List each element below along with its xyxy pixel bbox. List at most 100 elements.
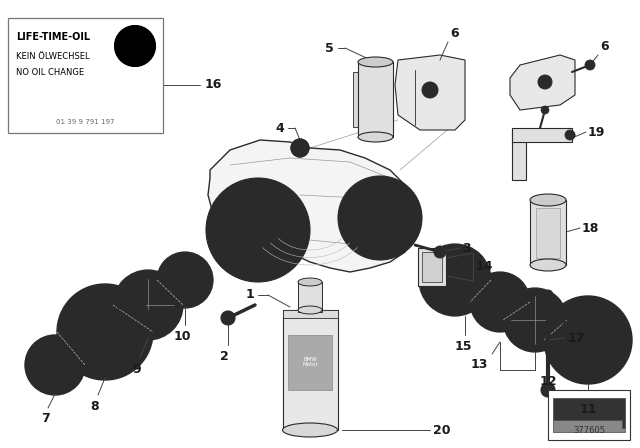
Circle shape: [240, 212, 276, 248]
Text: 18: 18: [582, 221, 600, 234]
Text: 16: 16: [205, 78, 222, 91]
Text: LIFE-TIME-OIL: LIFE-TIME-OIL: [16, 32, 90, 42]
Circle shape: [117, 355, 123, 361]
Circle shape: [57, 284, 153, 380]
Text: 4: 4: [275, 121, 284, 134]
Circle shape: [67, 294, 143, 370]
Circle shape: [563, 353, 569, 359]
Polygon shape: [553, 398, 625, 428]
Circle shape: [470, 272, 530, 332]
Circle shape: [478, 280, 522, 324]
Circle shape: [541, 383, 555, 397]
Text: 377605: 377605: [573, 426, 605, 435]
Circle shape: [554, 306, 622, 374]
Circle shape: [568, 320, 608, 360]
Circle shape: [563, 321, 569, 327]
Circle shape: [441, 266, 469, 294]
Ellipse shape: [530, 194, 566, 206]
Circle shape: [541, 106, 549, 114]
Bar: [512, 130, 526, 180]
Circle shape: [434, 246, 446, 258]
Circle shape: [117, 28, 152, 64]
Circle shape: [221, 311, 235, 325]
Wedge shape: [135, 29, 152, 46]
Circle shape: [87, 303, 93, 309]
Bar: [283, 310, 338, 430]
Bar: [353, 72, 363, 127]
Text: 10: 10: [173, 330, 191, 343]
Text: 1: 1: [245, 289, 254, 302]
Circle shape: [366, 204, 394, 232]
Circle shape: [422, 82, 438, 98]
Circle shape: [569, 132, 575, 138]
Text: 19: 19: [588, 125, 605, 138]
Ellipse shape: [298, 278, 322, 286]
Text: 14: 14: [476, 260, 493, 273]
Text: 9: 9: [132, 363, 141, 376]
Circle shape: [612, 337, 618, 343]
Text: BMW
Motor: BMW Motor: [302, 357, 318, 367]
Circle shape: [25, 335, 85, 395]
Bar: [530, 200, 566, 265]
Circle shape: [115, 26, 155, 66]
Circle shape: [593, 311, 599, 317]
Circle shape: [350, 188, 410, 248]
Ellipse shape: [298, 306, 322, 314]
Text: 20: 20: [433, 423, 451, 436]
Text: KEIN ÖLWECHSEL: KEIN ÖLWECHSEL: [16, 52, 90, 61]
Circle shape: [72, 329, 78, 335]
Text: 11: 11: [579, 403, 596, 416]
Circle shape: [585, 60, 595, 70]
Text: 3: 3: [462, 241, 470, 254]
Ellipse shape: [358, 132, 393, 142]
Circle shape: [578, 330, 598, 350]
Circle shape: [543, 290, 553, 300]
Circle shape: [428, 253, 482, 307]
Text: 01 39 9 791 197: 01 39 9 791 197: [56, 119, 115, 125]
Circle shape: [419, 244, 491, 316]
Text: 7: 7: [40, 412, 49, 425]
Circle shape: [165, 260, 205, 300]
Text: NO OIL CHANGE: NO OIL CHANGE: [16, 68, 84, 77]
Bar: [548, 390, 630, 440]
Circle shape: [117, 303, 123, 309]
Circle shape: [511, 296, 559, 344]
Bar: [536, 208, 560, 258]
Circle shape: [83, 310, 127, 354]
Circle shape: [33, 343, 77, 387]
Circle shape: [538, 75, 552, 89]
Circle shape: [157, 252, 213, 308]
Text: 17: 17: [568, 332, 586, 345]
Bar: [288, 335, 332, 390]
Circle shape: [593, 363, 599, 369]
Circle shape: [132, 329, 138, 335]
Circle shape: [291, 139, 309, 157]
Circle shape: [544, 296, 632, 384]
Circle shape: [93, 320, 117, 344]
Text: 5: 5: [325, 42, 334, 55]
Circle shape: [175, 270, 195, 290]
Text: 12: 12: [540, 375, 557, 388]
Circle shape: [113, 270, 183, 340]
Circle shape: [87, 355, 93, 361]
Polygon shape: [395, 55, 465, 130]
Ellipse shape: [358, 57, 393, 67]
Bar: [418, 248, 446, 286]
Text: 6: 6: [600, 40, 609, 53]
Text: 2: 2: [220, 350, 228, 363]
Polygon shape: [208, 140, 418, 272]
Polygon shape: [553, 420, 625, 432]
Bar: [283, 310, 338, 318]
Circle shape: [291, 139, 309, 157]
Bar: [358, 62, 393, 137]
Circle shape: [134, 291, 162, 319]
Ellipse shape: [282, 423, 337, 437]
Polygon shape: [510, 55, 575, 110]
Circle shape: [220, 192, 296, 268]
Ellipse shape: [530, 259, 566, 271]
Circle shape: [42, 352, 68, 378]
Bar: [512, 128, 572, 142]
Circle shape: [503, 288, 567, 352]
Text: 8: 8: [91, 400, 99, 413]
Circle shape: [122, 279, 174, 331]
